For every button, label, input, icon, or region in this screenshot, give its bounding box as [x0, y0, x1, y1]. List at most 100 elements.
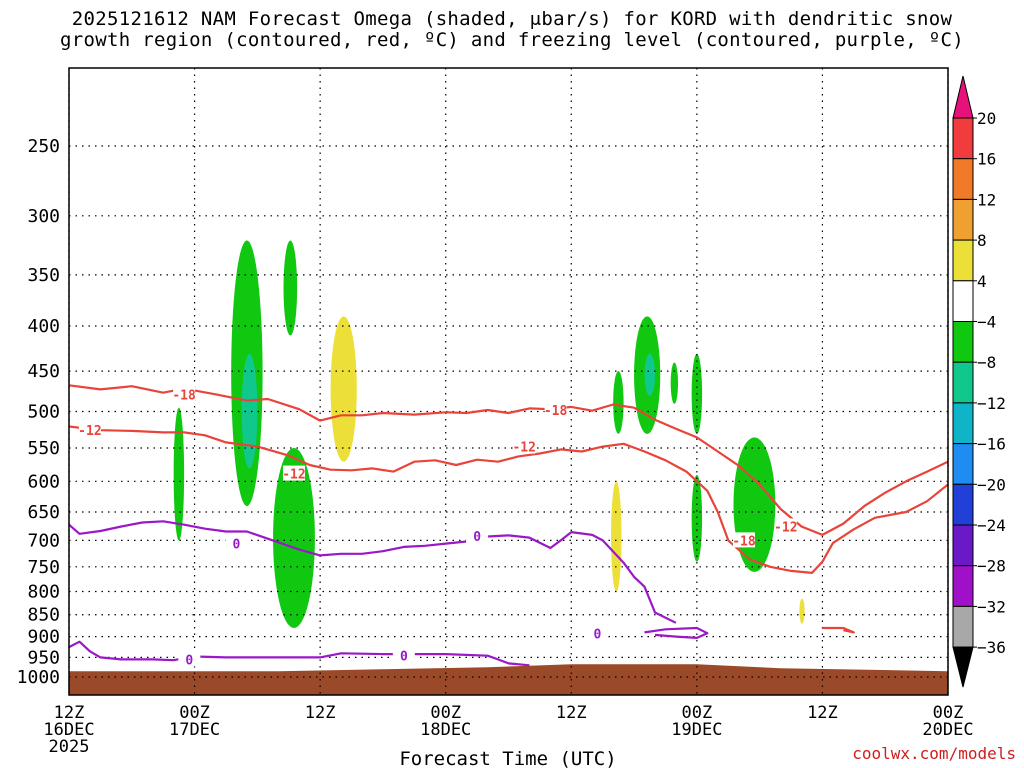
contour-label-bg-11 — [586, 625, 609, 641]
freezing-contour-lower — [69, 640, 530, 667]
contour-label-bg-2 — [282, 465, 305, 481]
x-tick-label-12-1: 17DEC — [169, 720, 220, 740]
colorbar-label-13: −36 — [977, 638, 1006, 657]
colorbar-label-7: −12 — [977, 394, 1006, 413]
y-tick-label-450: 450 — [27, 361, 60, 382]
omega-shading-layer — [69, 240, 948, 695]
y-tick-label-600: 600 — [27, 471, 60, 492]
contour-label-7: 0 — [233, 538, 241, 553]
contour-label-bg-1 — [78, 422, 101, 438]
x-tick-label-12-0: 00Z — [179, 703, 210, 723]
omega-region-9 — [670, 362, 679, 404]
colorbar-label-0: 20 — [977, 109, 996, 128]
x-tick-label-84-1: 20DEC — [922, 720, 973, 740]
omega-region-13 — [611, 481, 622, 592]
contour-label-bg-8 — [466, 527, 489, 543]
dgz-contour-minus12 — [69, 425, 948, 574]
omega-region-14 — [799, 598, 805, 624]
omega-region-6 — [613, 371, 624, 434]
plot-frame — [68, 67, 949, 696]
freezing-contour-upper — [69, 520, 677, 624]
contour-label-0: -18 — [172, 388, 196, 403]
y-tick-label-650: 650 — [27, 502, 60, 523]
colorbar-swatch-6 — [952, 321, 974, 363]
y-tick-label-400: 400 — [27, 316, 60, 337]
source-credit[interactable]: coolwx.com/models — [852, 744, 1016, 763]
colorbar-swatch-1 — [952, 117, 974, 160]
colorbar: 20 16 12 8 4 −4 −8 −12 −16 −20 −24 −28 −32 −36 — [952, 75, 1006, 688]
colorbar-bottom-arrow — [952, 646, 974, 688]
colorbar-swatch-10 — [952, 483, 974, 526]
colorbar-label-2: 12 — [977, 190, 996, 209]
contour-label-4: -18 — [544, 404, 568, 419]
omega-region-11 — [691, 474, 703, 562]
colorbar-label-11: −28 — [977, 557, 1006, 576]
contour-layer: -18 -12 -12 -12 -18 -18 -12 0 0 0 0 0 — [69, 384, 948, 668]
colorbar-swatch-5 — [952, 280, 974, 322]
y-tick-label-900: 900 — [27, 627, 60, 648]
surface-terrain — [69, 664, 948, 695]
x-tick-label-48-0: 12Z — [556, 703, 587, 723]
colorbar-swatch-2 — [952, 158, 974, 200]
colorbar-swatch-11 — [952, 524, 974, 567]
colorbar-swatch-9 — [952, 443, 974, 485]
y-tick-label-1000: 1000 — [17, 667, 60, 688]
contour-label-2: -12 — [282, 468, 305, 483]
y-tick-label-350: 350 — [27, 265, 60, 286]
contour-label-bg-9 — [178, 651, 201, 667]
contour-label-5: -18 — [732, 534, 756, 549]
x-tick-label-60-1: 19DEC — [671, 720, 722, 740]
colorbar-label-3: 8 — [977, 231, 987, 250]
x-tick-label-24-0: 12Z — [305, 703, 336, 723]
colorbar-swatch-12 — [952, 565, 974, 607]
contour-label-10: 0 — [400, 649, 408, 664]
contour-label-1: -12 — [78, 424, 101, 439]
contour-label-8: 0 — [473, 530, 481, 545]
contour-label-bg-3 — [513, 438, 536, 454]
x-tick-label-36-1: 18DEC — [420, 720, 471, 740]
contour-label-6: -12 — [774, 520, 797, 535]
y-tick-label-250: 250 — [27, 136, 60, 157]
colorbar-label-4: 4 — [977, 272, 987, 291]
contour-label-3: -12 — [512, 441, 535, 456]
y-tick-label-500: 500 — [27, 402, 60, 423]
y-tick-label-750: 750 — [27, 557, 60, 578]
colorbar-label-6: −8 — [977, 353, 996, 372]
contour-label-bg-10 — [392, 647, 415, 663]
colorbar-label-10: −24 — [977, 516, 1006, 535]
omega-region-8 — [644, 353, 656, 396]
colorbar-swatch-3 — [952, 198, 974, 241]
x-tick-label-36-0: 00Z — [430, 703, 461, 723]
contour-label-bg-5 — [732, 532, 755, 548]
contour-label-9: 0 — [185, 653, 193, 668]
y-tick-label-300: 300 — [27, 206, 60, 227]
x-tick-label-0-0: 12Z — [54, 703, 85, 723]
colorbar-label-9: −20 — [977, 475, 1006, 494]
omega-region-0 — [173, 407, 185, 541]
x-tick-label-60-0: 00Z — [681, 703, 712, 723]
y-tick-label-950: 950 — [27, 647, 60, 668]
y-tick-label-850: 850 — [27, 605, 60, 626]
y-tick-label-700: 700 — [27, 530, 60, 551]
x-tick-label-0-1: 16DEC — [43, 720, 94, 740]
contour-label-bg-6 — [774, 518, 797, 534]
colorbar-label-5: −4 — [977, 313, 996, 332]
contour-label-11: 0 — [594, 628, 602, 643]
x-tick-label-0-2: 2025 — [49, 737, 90, 757]
x-tick-label-84-0: 00Z — [933, 703, 964, 723]
contour-label-bg-0 — [173, 386, 196, 402]
x-tick-label-72-0: 12Z — [807, 703, 838, 723]
x-axis-title: Forecast Time (UTC) — [399, 748, 616, 768]
colorbar-swatch-8 — [952, 402, 974, 445]
y-tick-label-800: 800 — [27, 582, 60, 603]
axes-layer: 2503003504004505005506006507007508008509… — [17, 67, 974, 768]
colorbar-label-12: −32 — [977, 597, 1006, 616]
colorbar-label-1: 16 — [977, 150, 996, 169]
colorbar-swatch-7 — [952, 361, 974, 404]
contour-label-bg-7 — [225, 535, 248, 551]
omega-region-3 — [283, 240, 298, 336]
omega-region-5 — [330, 316, 357, 462]
colorbar-top-arrow — [952, 75, 974, 119]
colorbar-swatch-4 — [952, 239, 974, 282]
